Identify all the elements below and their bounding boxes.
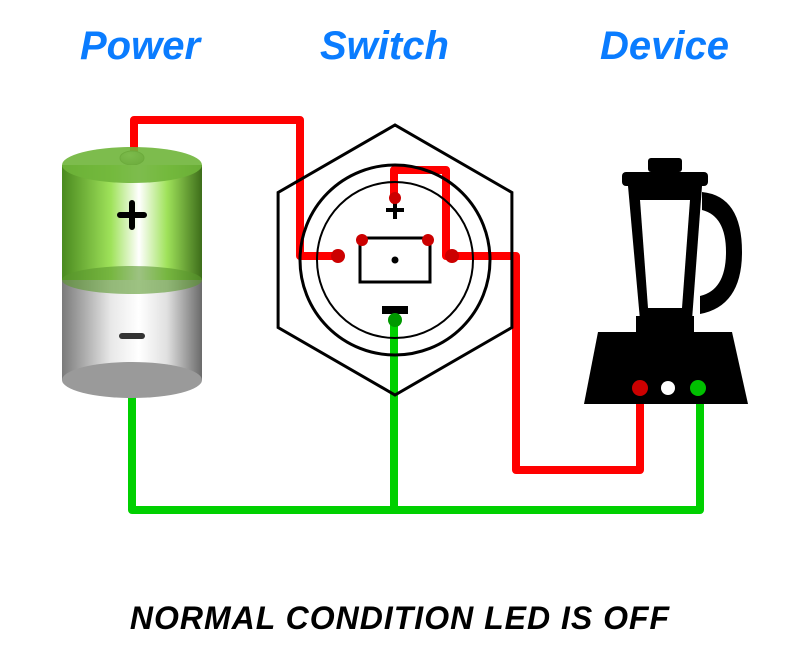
wire-green-battery-to-device [132, 386, 700, 510]
device-terminal-red [632, 380, 648, 396]
device-indicator-icon [661, 381, 675, 395]
switch-terminal-tr [422, 234, 434, 246]
switch-terminal-tl [356, 234, 368, 246]
wires-group [132, 120, 700, 510]
caption: NORMAL CONDITION LED IS OFF [0, 600, 800, 637]
wiring-svg [0, 0, 800, 668]
switch-center-dot-icon [392, 257, 398, 263]
device-terminal-green [690, 380, 706, 396]
switch-terminal-minus [388, 313, 402, 327]
diagram-stage: Power Switch Device [0, 0, 800, 668]
battery-icon [62, 147, 202, 398]
switch-terminal-right [445, 249, 459, 263]
switch-terminal-plus [389, 192, 401, 204]
blender-icon [584, 158, 748, 404]
switch-terminal-left [331, 249, 345, 263]
